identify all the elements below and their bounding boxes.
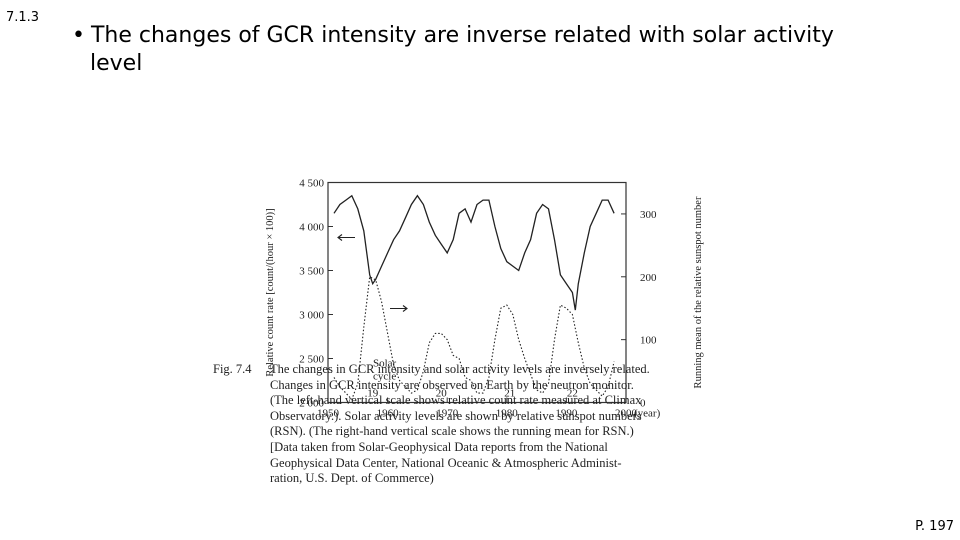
x-tick-label: 1990 (555, 408, 578, 420)
chart-labels: (year) Relative count rate [count/(hour ×… (265, 196, 704, 419)
caption-line: (RSN). (The right-hand vertical scale sh… (270, 424, 634, 439)
left-tick-label: 4 500 (299, 178, 324, 190)
bullet-dot: • (72, 23, 85, 48)
solar-cycle-number: 21 (504, 388, 515, 400)
caption-line: Geophysical Data Center, National Oceani… (270, 455, 622, 470)
caption-line: (The left-hand vertical scale shows rela… (270, 393, 642, 408)
solar-cycle-label-line1: Solar (373, 358, 397, 370)
bullet-text-line2: level (90, 51, 143, 76)
section-number: 7.1.3 (6, 10, 40, 25)
solar-cycle-number: 22 (567, 388, 578, 400)
chart-ticks: 4 500 4 000 3 500 3 000 2 500 2 000 300 200 100 0… (299, 178, 657, 420)
caption-text: The changes in GCR intensity and solar a… (270, 362, 750, 487)
right-tick-label: 200 (640, 272, 657, 284)
caption-line: [Data taken from Solar-Geophysical Data … (270, 439, 608, 454)
x-tick-label: 1950 (317, 408, 340, 420)
caption-label: Fig. 7.4 (213, 362, 252, 376)
x-tick-label: 1960 (377, 408, 400, 420)
left-tick-label: 2 500 (299, 354, 324, 366)
x-tick-label: 1970 (436, 408, 459, 420)
solar-cycle-label-line2: cycle (373, 371, 396, 383)
left-tick-label: 2 000 (299, 398, 324, 410)
plot-frame (327, 181, 627, 404)
caption-line: Observatory.). Solar activity levels are… (270, 408, 642, 423)
left-tick-label: 3 000 (299, 310, 324, 322)
chart-axes (327, 181, 627, 404)
left-tick-label: 3 500 (299, 266, 324, 278)
right-tick-label: 0 (640, 398, 646, 410)
caption-line: The changes in GCR intensity and solar a… (270, 362, 650, 376)
gcr-chart: 4 500 4 000 3 500 3 000 2 500 2 000 300 200 100 0… (265, 178, 704, 420)
right-tick-label: 300 (640, 209, 657, 221)
caption-line: Changes in GCR intensity are observed on… (270, 377, 634, 392)
left-arrow-icon (337, 234, 355, 241)
x-axis-unit: (year) (634, 408, 661, 420)
page-number: P. 197 (915, 519, 954, 534)
x-tick-label: 2000 (615, 408, 638, 420)
bullet-point: • The changes of GCR intensity are invers… (72, 22, 862, 78)
left-axis-label: Relative count rate [count/(hour × 100)] (265, 208, 276, 376)
right-tick-label: 100 (640, 335, 657, 347)
solar-cycle-number: 19 (367, 388, 379, 400)
solar-cycle-number: 20 (436, 388, 448, 400)
right-arrow-icon (390, 305, 408, 312)
bullet-text-line1: The changes of GCR intensity are inverse… (90, 23, 834, 48)
caption-line: ration, U.S. Dept. of Commerce) (270, 471, 434, 486)
x-tick-label: 1980 (496, 408, 519, 420)
chart-series (333, 194, 615, 401)
left-tick-label: 4 000 (299, 222, 324, 234)
gcr-intensity-line (333, 194, 615, 311)
right-axis-label: Running mean of the relative sunspot num… (693, 196, 704, 388)
sunspot-running-mean-line (333, 275, 615, 401)
